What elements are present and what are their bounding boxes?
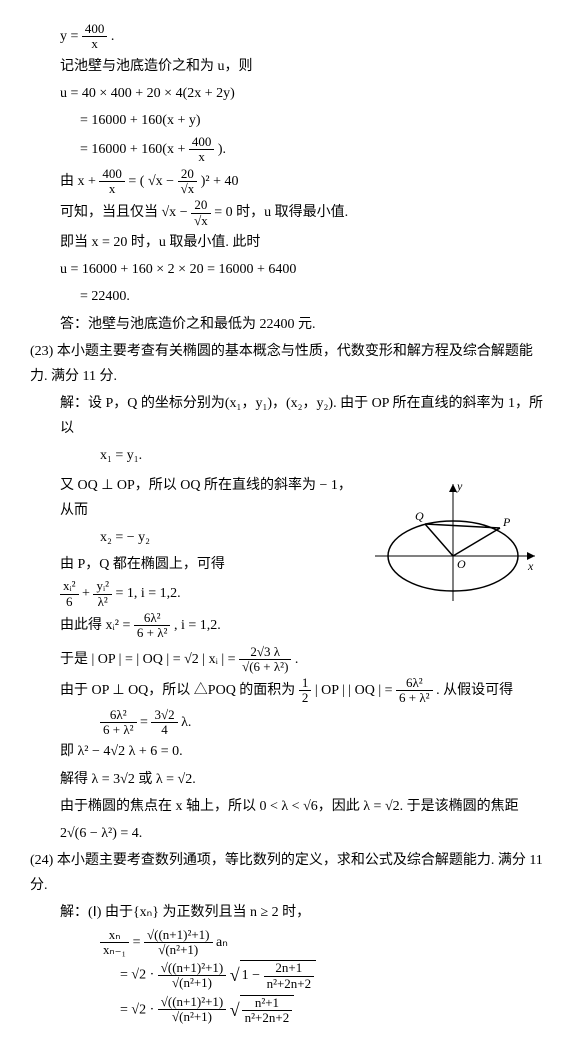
txt: )² + 40 bbox=[201, 174, 239, 189]
eq-y: y = 400x . bbox=[30, 22, 550, 52]
txt: | OP | | OQ | = bbox=[315, 683, 396, 698]
eq-u-val2: = 22400. bbox=[30, 284, 550, 309]
txt: + bbox=[82, 586, 93, 601]
p23-op-len: 于是 | OP | = | OQ | = √2 | xᵢ | = 2√3 λ√(… bbox=[30, 645, 550, 675]
frac: 6λ²6 + λ² bbox=[134, 611, 171, 641]
sqrt-block: n²+1n²+2n+2 bbox=[230, 994, 294, 1026]
p24-eq2: = √2 · √((n+1)²+1)√(n²+1) 1 − 2n+1n²+2n+… bbox=[30, 959, 550, 991]
problem-24-head: (24) 本小题主要考查数列通项，等比数列的定义，求和公式及综合解题能力. 满分… bbox=[30, 848, 550, 898]
p24-eq3: = √2 · √((n+1)²+1)√(n²+1) n²+1n²+2n+2 bbox=[30, 994, 550, 1026]
label-P: P bbox=[502, 515, 511, 529]
p23-quadratic: 即 λ² − 4√2 λ + 6 = 0. bbox=[30, 739, 550, 764]
frac: 400x bbox=[189, 135, 215, 165]
frac: xᵢ²6 bbox=[60, 579, 79, 609]
p23-ellipse-eq: xᵢ²6 + yᵢ²λ² = 1, i = 1,2. bbox=[30, 579, 360, 609]
p23-row-with-diagram: 又 OQ ⊥ OP，所以 OQ 所在直线的斜率为 − 1，从而 x₂ = − y… bbox=[30, 471, 550, 643]
eq-min-cond: 可知，当且仅当 √x − 20√x = 0 时，u 取得最小值. bbox=[30, 198, 550, 228]
eq-complete-square: 由 x + 400x = ( √x − 20√x )² + 40 bbox=[30, 167, 550, 197]
eq-u-1: u = 40 × 400 + 20 × 4(2x + 2y) bbox=[30, 81, 550, 106]
txt: 可知，当且仅当 bbox=[60, 205, 158, 220]
frac: 20√x bbox=[178, 167, 198, 197]
txt: . 从假设可得 bbox=[436, 683, 513, 698]
p23-text-col: 又 OQ ⊥ OP，所以 OQ 所在直线的斜率为 − 1，从而 x₂ = − y… bbox=[30, 471, 360, 643]
txt: 1 − bbox=[242, 968, 264, 983]
label-O: O bbox=[457, 557, 466, 571]
frac: √((n+1)²+1)√(n²+1) bbox=[144, 928, 213, 958]
frac: 3√24 bbox=[151, 708, 177, 738]
txt: λ. bbox=[181, 715, 191, 730]
frac: yᵢ²λ² bbox=[93, 579, 112, 609]
eq-u-val: u = 16000 + 160 × 2 × 20 = 16000 + 6400 bbox=[30, 257, 550, 282]
problem-23-head: (23) 本小题主要考查有关椭圆的基本概念与性质，代数变形和解方程及综合解题能力… bbox=[30, 339, 550, 389]
p23-x1y1: x₁ = y₁. bbox=[30, 443, 550, 468]
txt: 由于 OP ⊥ OQ，所以 △POQ 的面积为 bbox=[60, 683, 299, 698]
frac: 2n+1n²+2n+2 bbox=[264, 961, 315, 991]
frac: √((n+1)²+1)√(n²+1) bbox=[158, 961, 227, 991]
p23-focal: 2√(6 − λ²) = 4. bbox=[30, 821, 550, 846]
frac: 6λ²6 + λ² bbox=[396, 676, 433, 706]
txt: , i = 1,2. bbox=[174, 618, 221, 633]
txt: = √2 · bbox=[120, 1002, 158, 1017]
line-cost-intro: 记池壁与池底造价之和为 u，则 bbox=[30, 54, 550, 79]
txt: = 0 时，u 取得最小值. bbox=[214, 205, 348, 220]
txt: − bbox=[180, 205, 191, 220]
eq-u-2: = 16000 + 160(x + y) bbox=[30, 108, 550, 133]
ellipse-diagram: O P Q y x bbox=[360, 471, 550, 611]
txt: 由此得 xᵢ² = bbox=[60, 618, 134, 633]
txt: 于是 | OP | = | OQ | = √2 | xᵢ | = bbox=[60, 652, 239, 667]
p23-sol-start: 解：设 P，Q 的坐标分别为(x₁，y₁)，(x₂，y₂). 由于 OP 所在直… bbox=[30, 391, 550, 441]
frac: √((n+1)²+1)√(n²+1) bbox=[158, 995, 227, 1025]
txt: = √2 · bbox=[120, 968, 158, 983]
txt: 由 x + bbox=[60, 174, 99, 189]
p23-area: 由于 OP ⊥ OQ，所以 △POQ 的面积为 12 | OP | | OQ |… bbox=[30, 676, 550, 706]
p24-eq1: xₙxₙ₋₁ = √((n+1)²+1)√(n²+1) aₙ bbox=[30, 928, 550, 958]
rootx: √x bbox=[148, 174, 163, 189]
frac-xn: xₙxₙ₋₁ bbox=[100, 928, 129, 958]
p23-oq-perp: 又 OQ ⊥ OP，所以 OQ 所在直线的斜率为 − 1，从而 bbox=[30, 473, 360, 523]
p24-sol-start: 解：(Ⅰ) 由于{xₙ} 为正数列且当 n ≥ 2 时， bbox=[30, 900, 550, 925]
txt: = 1, i = 1,2. bbox=[115, 586, 180, 601]
sqrt-block: 1 − 2n+1n²+2n+2 bbox=[230, 959, 316, 991]
line-x20: 即当 x = 20 时，u 取最小值. 此时 bbox=[30, 230, 550, 255]
frac-half: 12 bbox=[299, 676, 312, 706]
txt: = 16000 + 160(x + bbox=[80, 142, 189, 157]
frac: 400x bbox=[99, 167, 125, 197]
frac: 2√3 λ√(6 + λ²) bbox=[239, 645, 291, 675]
p23-x2y2: x₂ = − y₂ bbox=[30, 525, 360, 550]
p23-eq-lambda: 6λ²6 + λ² = 3√24 λ. bbox=[30, 708, 550, 738]
txt: . bbox=[111, 29, 115, 44]
txt: aₙ bbox=[216, 935, 228, 950]
txt: . bbox=[295, 652, 299, 667]
txt: − bbox=[166, 174, 177, 189]
txt: = bbox=[133, 935, 144, 950]
txt: ). bbox=[218, 142, 226, 157]
frac-400-x: 400x bbox=[82, 22, 108, 52]
rootx: √x bbox=[162, 205, 177, 220]
frac: n²+1n²+2n+2 bbox=[242, 996, 293, 1026]
label-Q: Q bbox=[415, 509, 424, 523]
frac: 6λ²6 + λ² bbox=[100, 708, 137, 738]
frac: 20√x bbox=[191, 198, 211, 228]
txt: = ( bbox=[128, 174, 144, 189]
p23-solve: 解得 λ = 3√2 或 λ = √2. bbox=[30, 767, 550, 792]
eq-u-3: = 16000 + 160(x + 400x ). bbox=[30, 135, 550, 165]
answer: 答：池壁与池底造价之和最低为 22400 元. bbox=[30, 312, 550, 337]
p23-xi2: 由此得 xᵢ² = 6λ²6 + λ² , i = 1,2. bbox=[30, 611, 360, 641]
p23-on-ellipse: 由 P，Q 都在椭圆上，可得 bbox=[30, 552, 360, 577]
ellipse-svg: O P Q y x bbox=[365, 476, 540, 606]
txt: y = bbox=[60, 29, 82, 44]
label-y: y bbox=[456, 479, 463, 493]
p23-constraint: 由于椭圆的焦点在 x 轴上，所以 0 < λ < √6，因此 λ = √2. 于… bbox=[30, 794, 550, 819]
label-x: x bbox=[527, 559, 534, 573]
txt: = bbox=[140, 715, 151, 730]
